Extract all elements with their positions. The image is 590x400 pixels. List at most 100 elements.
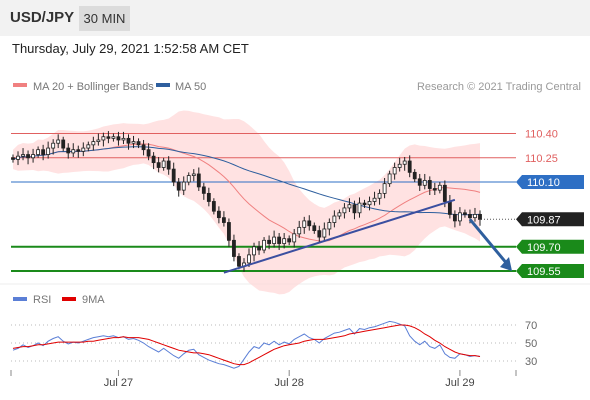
candle-body: [151, 155, 156, 164]
candle-body: [76, 149, 81, 152]
axis-label-jul-29: Jul 29: [445, 377, 474, 389]
candle-body: [302, 220, 307, 228]
candle-body: [247, 254, 251, 264]
candle-body: [21, 154, 25, 157]
candle-body: [31, 154, 35, 159]
rsi-tick-30: 30: [525, 356, 537, 368]
candle-body: [347, 204, 352, 209]
forecast-arrow-head: [500, 257, 512, 272]
main-legend: MA 20 + Bollinger Bands MA 50: [13, 81, 206, 93]
candle-body: [282, 238, 287, 244]
candle-body: [61, 139, 66, 149]
candle-body: [277, 236, 282, 244]
candle-body: [161, 160, 166, 168]
candle-body: [191, 173, 196, 176]
candle-body: [221, 217, 226, 223]
candle-body: [211, 201, 216, 212]
candle-body: [136, 141, 141, 146]
candle-body: [427, 180, 432, 189]
candle-body: [146, 149, 151, 157]
time-axis: Jul 27 Jul 28 Jul 29: [10, 370, 517, 389]
candle-body: [357, 202, 362, 214]
candle-body: [407, 160, 412, 173]
candle-body: [121, 137, 126, 141]
candle-body: [11, 157, 15, 160]
candle-body: [26, 154, 30, 159]
candle-body: [81, 147, 86, 152]
level-tag-110-10: [516, 175, 584, 190]
candle-body: [111, 136, 116, 139]
candle-body: [227, 222, 231, 241]
level-label-110-10: 110.10: [527, 177, 560, 189]
candle-body: [422, 180, 427, 186]
candle-body: [362, 202, 367, 206]
bollinger-band: [13, 110, 480, 295]
candle-body: [46, 147, 51, 155]
datetime-label: Thursday, July 29, 2021 1:52:58 AM CET: [12, 41, 249, 56]
rsi-tick-50: 50: [525, 338, 537, 350]
level-label-110-25: 110.25: [525, 153, 558, 165]
candle-body: [312, 225, 317, 231]
rsi-layer: 70 50 30: [11, 320, 537, 369]
candle-body: [307, 220, 312, 227]
candle-body: [382, 183, 387, 194]
candle-body: [51, 142, 56, 149]
candle-body: [91, 141, 96, 146]
ma50-line: [12, 146, 481, 216]
candle-body: [101, 136, 106, 141]
level-tag-109-70: [516, 239, 584, 254]
candle-body: [417, 178, 422, 186]
candle-body: [206, 192, 211, 202]
candle-body: [36, 149, 41, 155]
candle-body: [432, 188, 437, 191]
candle-body: [131, 141, 136, 144]
rsi-legend: RSI 9MA: [13, 294, 105, 306]
candle-body: [412, 171, 417, 180]
candle-body: [372, 197, 377, 202]
forecast-arrow: [468, 218, 510, 267]
candle-body: [468, 214, 472, 219]
candle-body: [232, 239, 236, 257]
legend-label-ma20: MA 20 + Bollinger Bands: [33, 81, 154, 93]
interval-button[interactable]: 30 MIN: [79, 6, 130, 31]
candle-body: [171, 168, 176, 183]
candle-body: [252, 246, 256, 256]
candle-body: [176, 181, 181, 191]
legend-swatch-ma50: [156, 83, 170, 87]
candle-body: [447, 201, 452, 215]
candle-body: [437, 184, 442, 191]
candle-body: [71, 149, 76, 154]
candle-body: [332, 215, 337, 223]
axis-label-jul-28: Jul 28: [275, 377, 304, 389]
rsi-tick-70: 70: [525, 320, 537, 332]
candle-body: [387, 173, 392, 185]
candle-body: [86, 144, 91, 149]
candle-body: [297, 226, 302, 235]
trend-line: [223, 198, 456, 274]
candle-body: [322, 228, 327, 238]
legend-swatch-ma20: [13, 83, 27, 87]
candle-body: [41, 149, 46, 155]
candle-body: [478, 214, 482, 220]
level-label-109-70: 109.70: [527, 242, 561, 254]
candle-body: [367, 201, 372, 206]
chart-header: USD/JPY 30 MIN: [0, 0, 590, 36]
level-label-110-40: 110.40: [525, 129, 558, 141]
legend-label-ma50: MA 50: [175, 81, 206, 93]
legend-label-9ma: 9MA: [82, 294, 105, 306]
candle-body: [352, 204, 357, 214]
candle-body: [66, 147, 71, 154]
price-layer: 110.40 110.25 110.10 109.87 109.70 109.55: [11, 110, 584, 295]
candle-body: [377, 192, 382, 199]
candle-body: [196, 173, 201, 188]
candle-body: [267, 239, 272, 244]
candle-body: [186, 175, 191, 183]
level-tag-109-55: [516, 264, 584, 279]
candle-body: [402, 160, 407, 165]
candle-body: [201, 186, 206, 194]
candle-body: [141, 144, 146, 151]
copyright-label: Research © 2021 Trading Central: [417, 81, 581, 93]
candle-body: [458, 212, 462, 222]
candle-body: [442, 184, 447, 202]
candle-body: [116, 136, 121, 141]
